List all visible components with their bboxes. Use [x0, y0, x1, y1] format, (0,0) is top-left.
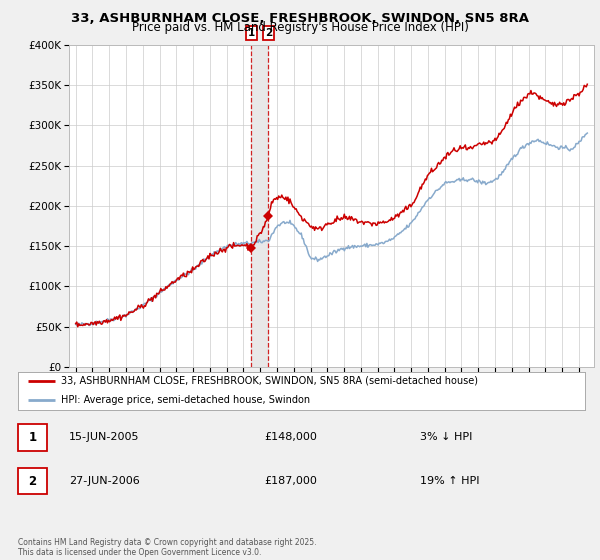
- FancyBboxPatch shape: [18, 468, 47, 494]
- Text: £148,000: £148,000: [264, 432, 317, 442]
- Text: 33, ASHBURNHAM CLOSE, FRESHBROOK, SWINDON, SN5 8RA (semi-detached house): 33, ASHBURNHAM CLOSE, FRESHBROOK, SWINDO…: [61, 376, 478, 386]
- Text: Contains HM Land Registry data © Crown copyright and database right 2025.
This d: Contains HM Land Registry data © Crown c…: [18, 538, 317, 557]
- Text: 2: 2: [265, 29, 272, 38]
- Text: 3% ↓ HPI: 3% ↓ HPI: [420, 432, 472, 442]
- Bar: [251, 45, 268, 367]
- Text: 27-JUN-2006: 27-JUN-2006: [69, 476, 140, 486]
- Text: £187,000: £187,000: [264, 476, 317, 486]
- Text: 15-JUN-2005: 15-JUN-2005: [69, 432, 139, 442]
- Text: 33, ASHBURNHAM CLOSE, FRESHBROOK, SWINDON, SN5 8RA: 33, ASHBURNHAM CLOSE, FRESHBROOK, SWINDO…: [71, 12, 529, 25]
- Text: 1: 1: [248, 29, 255, 38]
- Text: HPI: Average price, semi-detached house, Swindon: HPI: Average price, semi-detached house,…: [61, 395, 310, 405]
- Text: 19% ↑ HPI: 19% ↑ HPI: [420, 476, 479, 486]
- Text: 1: 1: [28, 431, 37, 444]
- FancyBboxPatch shape: [18, 424, 47, 451]
- Text: Price paid vs. HM Land Registry's House Price Index (HPI): Price paid vs. HM Land Registry's House …: [131, 21, 469, 34]
- Text: 2: 2: [28, 474, 37, 488]
